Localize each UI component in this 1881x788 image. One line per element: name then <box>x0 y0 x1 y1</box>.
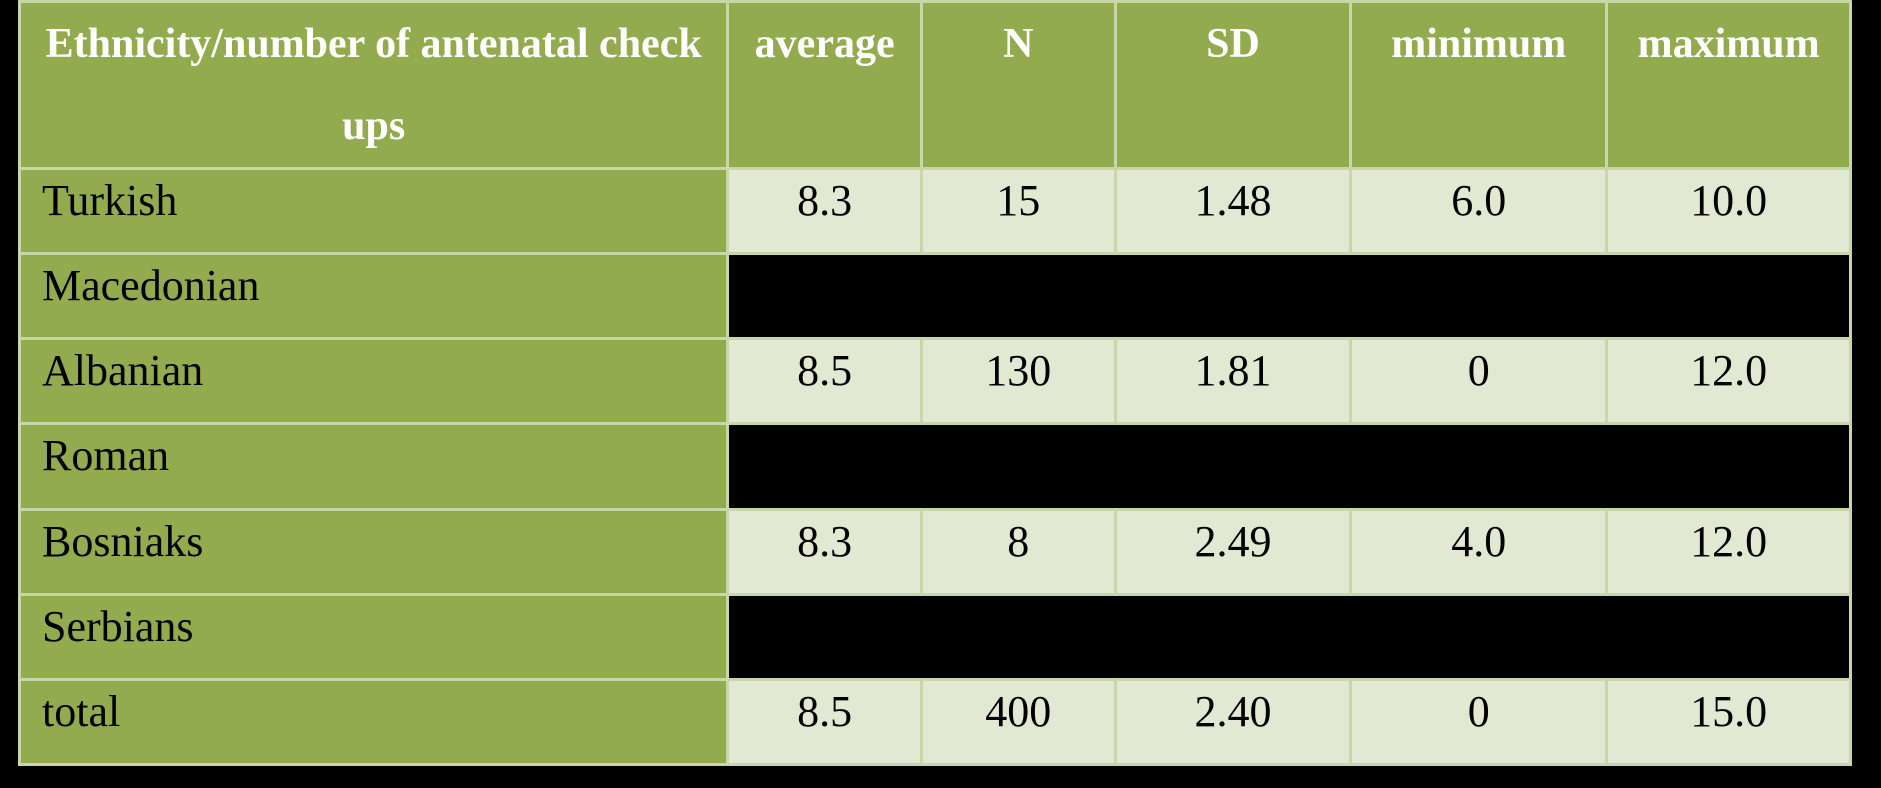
cell-minimum: 6.0 <box>1352 170 1606 253</box>
row-label: Albanian <box>21 340 727 423</box>
cell-minimum: 4.0 <box>1352 510 1606 593</box>
cell-n: 8 <box>922 510 1114 593</box>
cell-average: 8.5 <box>729 680 920 763</box>
table-row: Albanian 8.5 130 1.81 0 12.0 <box>21 340 1849 423</box>
cell-minimum: 0 <box>1352 340 1606 423</box>
header-average: average <box>729 3 920 167</box>
row-label: Macedonian <box>21 255 727 338</box>
cell-maximum: 10.0 <box>1608 170 1849 253</box>
cell-maximum: 15.0 <box>1608 680 1849 763</box>
table-header-row: Ethnicity/number of antenatal check ups … <box>21 3 1849 167</box>
row-label: Turkish <box>21 170 727 253</box>
cell-maximum: 12.0 <box>1608 510 1849 593</box>
data-table-frame: Ethnicity/number of antenatal check ups … <box>18 0 1852 766</box>
header-maximum: maximum <box>1608 3 1849 167</box>
table-row: Serbians <box>21 595 1849 678</box>
cell-minimum: 0 <box>1352 680 1606 763</box>
cell-average: 8.3 <box>729 170 920 253</box>
cell-sd: 2.40 <box>1116 680 1350 763</box>
row-label: Bosniaks <box>21 510 727 593</box>
header-ethnicity: Ethnicity/number of antenatal check ups <box>21 3 727 167</box>
redacted-cells <box>729 255 1849 338</box>
cell-n: 130 <box>922 340 1114 423</box>
row-label: Serbians <box>21 595 727 678</box>
cell-average: 8.3 <box>729 510 920 593</box>
antenatal-checkups-table: Ethnicity/number of antenatal check ups … <box>18 0 1852 766</box>
redacted-cells <box>729 425 1849 508</box>
header-n: N <box>922 3 1114 167</box>
header-sd: SD <box>1116 3 1350 167</box>
table-row: Roman <box>21 425 1849 508</box>
table-row: Bosniaks 8.3 8 2.49 4.0 12.0 <box>21 510 1849 593</box>
cell-sd: 1.48 <box>1116 170 1350 253</box>
redacted-cells <box>729 595 1849 678</box>
row-label: total <box>21 680 727 763</box>
table-row: Macedonian <box>21 255 1849 338</box>
cell-sd: 1.81 <box>1116 340 1350 423</box>
cell-maximum: 12.0 <box>1608 340 1849 423</box>
cell-n: 400 <box>922 680 1114 763</box>
header-minimum: minimum <box>1352 3 1606 167</box>
row-label: Roman <box>21 425 727 508</box>
table-row: Turkish 8.3 15 1.48 6.0 10.0 <box>21 170 1849 253</box>
cell-average: 8.5 <box>729 340 920 423</box>
cell-n: 15 <box>922 170 1114 253</box>
cell-sd: 2.49 <box>1116 510 1350 593</box>
table-row-total: total 8.5 400 2.40 0 15.0 <box>21 680 1849 763</box>
